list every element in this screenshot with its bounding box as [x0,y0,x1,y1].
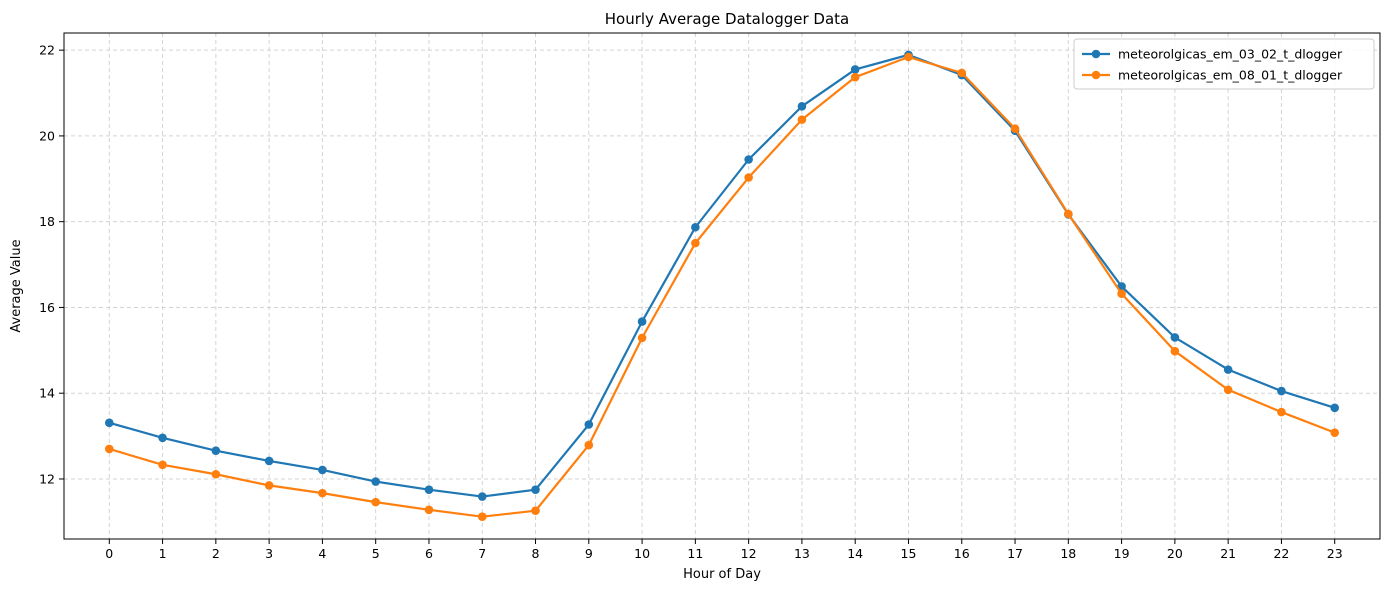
legend-label: meteorolgicas_em_08_01_t_dlogger [1118,68,1343,83]
data-point [104,444,114,454]
y-axis-label: Average Value [9,239,24,332]
x-tick-label: 10 [634,546,650,561]
data-point [1277,386,1286,396]
data-point [584,440,594,450]
y-tick-label: 14 [39,386,55,401]
data-point [691,238,700,248]
data-point [744,155,753,164]
x-axis-label: Hour of Day [683,567,761,582]
x-tick-label: 11 [687,546,703,561]
series-line [108,53,1336,498]
x-tick-label: 21 [1220,546,1236,561]
y-tick-label: 22 [39,43,55,58]
data-point [1170,346,1180,356]
data-point [424,505,434,515]
x-tick-label: 9 [585,546,593,561]
legend[interactable]: meteorolgicas_em_03_02_t_dlogger meteorol… [1073,38,1375,90]
x-tick-label: 4 [318,546,326,561]
x-tick-label: 22 [1273,546,1289,561]
series-2 [104,52,1340,522]
legend-marker [1091,70,1101,80]
data-point [264,481,274,490]
data-point [1223,385,1233,395]
data-point [1277,407,1286,417]
data-point [1223,365,1233,374]
data-point [371,497,380,507]
data-point [957,68,967,78]
x-tick-label: 18 [1060,546,1076,561]
data-point [637,317,647,326]
data-point [1330,428,1340,437]
x-tick-label: 7 [478,546,486,561]
x-tick-label: 1 [159,546,167,561]
x-tick-label: 6 [425,546,433,561]
x-tick-label: 20 [1167,546,1183,561]
data-point [211,469,221,479]
data-point [850,72,860,82]
data-point [318,488,327,498]
x-tick-label: 16 [954,546,970,561]
legend-label: meteorolgicas_em_03_02_t_dlogger [1118,47,1343,62]
y-tick-label: 18 [39,214,55,229]
data-point [158,433,167,443]
x-tick-label: 15 [901,546,917,561]
data-point [158,460,167,470]
x-tick-label: 12 [741,546,757,561]
grid [64,33,1380,539]
series-layer [104,50,1340,522]
data-point [584,420,594,429]
x-tick-label: 17 [1007,546,1023,561]
data-point [904,52,913,62]
legend-item[interactable]: meteorolgicas_em_08_01_t_dlogger [1082,68,1343,83]
data-point [1170,333,1180,342]
data-point [371,477,380,486]
data-point [424,485,434,494]
ticks: 0 1 2 3 4 5 6 7 8 9 10 11 12 13 14 15 16 17 18 19 20 21 22 2312… [39,43,1343,561]
legend-box [1073,38,1375,90]
y-tick-label: 16 [39,300,55,315]
series-1 [104,50,1340,501]
data-point [264,456,274,466]
data-point [637,333,647,343]
y-tick-label: 20 [39,128,55,143]
data-point [744,173,753,182]
plot-frame [63,32,1381,540]
data-point [531,506,540,515]
x-tick-label: 19 [1114,546,1130,561]
x-tick-label: 8 [532,546,540,561]
x-tick-label: 0 [105,546,113,561]
data-point [318,465,327,475]
legend-item[interactable]: meteorolgicas_em_03_02_t_dlogger [1082,47,1343,62]
x-tick-label: 13 [794,546,810,561]
x-tick-label: 14 [847,546,863,561]
data-point [1117,289,1126,299]
data-point [691,222,700,232]
x-tick-label: 2 [212,546,220,561]
chart-title: Hourly Average Datalogger Data [605,10,850,28]
y-tick-label: 12 [39,471,55,486]
data-point [797,115,807,124]
x-tick-label: 23 [1327,546,1343,561]
data-point [1330,403,1340,413]
data-point [104,418,114,428]
data-point [477,512,487,522]
data-point [797,102,807,111]
x-tick-label: 5 [372,546,380,561]
series-line [108,55,1336,518]
data-point [850,65,860,74]
x-tick-label: 3 [265,546,273,561]
data-point [531,485,540,494]
data-point [1064,209,1073,219]
data-point [211,446,221,455]
data-point [1010,124,1020,133]
legend-marker [1091,49,1101,59]
data-point [477,492,487,501]
